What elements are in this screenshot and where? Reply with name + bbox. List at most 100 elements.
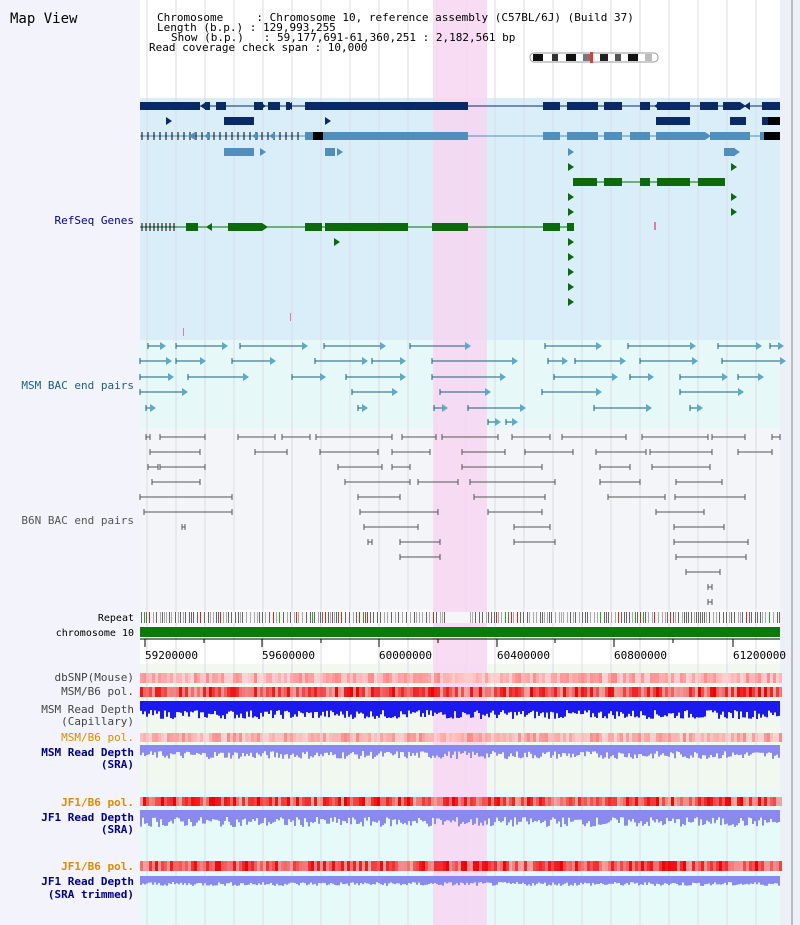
heat-cell	[461, 733, 464, 742]
msm-b6-pol-label-2: MSM/B6 pol.	[61, 731, 134, 744]
depth-bar	[410, 810, 412, 826]
heat-cell	[641, 861, 644, 871]
heat-cell	[167, 673, 170, 683]
heat-cell	[695, 797, 698, 806]
depth-bar	[666, 810, 668, 818]
heat-cell	[329, 673, 332, 683]
depth-bar	[718, 701, 720, 719]
depth-bar	[398, 701, 400, 718]
heat-cell	[728, 797, 731, 806]
depth-bar	[486, 810, 488, 825]
depth-bar	[298, 876, 300, 886]
strand-arrow	[334, 238, 340, 246]
heat-cell	[656, 733, 659, 742]
heat-cell	[752, 797, 755, 806]
heat-cell	[512, 673, 515, 683]
depth-bar	[208, 745, 210, 759]
repeat-element	[573, 612, 574, 623]
heat-cell	[542, 687, 545, 697]
chromosome-bar[interactable]	[140, 627, 780, 637]
heat-cell	[164, 797, 167, 806]
depth-bar	[408, 701, 410, 711]
depth-bar	[288, 810, 290, 820]
depth-bar	[570, 745, 572, 758]
depth-bar	[492, 876, 494, 886]
repeat-element	[387, 612, 388, 623]
depth-bar	[182, 876, 184, 885]
depth-bar	[432, 810, 434, 818]
repeat-element	[654, 612, 655, 623]
heat-cell	[500, 797, 503, 806]
msm-bac-track[interactable]	[139, 342, 786, 426]
heat-cell	[572, 797, 575, 806]
repeat-element	[738, 612, 739, 623]
depth-bar	[632, 876, 634, 883]
depth-bar	[756, 745, 758, 753]
depth-bar	[538, 810, 540, 821]
heat-cell	[476, 861, 479, 871]
heat-cell	[140, 861, 143, 871]
repeat-track[interactable]	[141, 612, 780, 623]
depth-bar	[618, 876, 620, 883]
heat-cell	[389, 673, 392, 683]
depth-bar	[314, 701, 316, 713]
strand-arrow	[612, 373, 618, 381]
depth-bar	[460, 745, 462, 754]
heat-cell	[359, 687, 362, 697]
heat-cell	[731, 687, 734, 697]
repeat-element	[594, 612, 595, 623]
depth-bar	[256, 745, 258, 753]
repeat-element	[269, 612, 270, 623]
repeat-element	[276, 612, 277, 623]
depth-bar	[384, 745, 386, 753]
strand-arrow	[262, 223, 268, 231]
heat-cell	[146, 797, 149, 806]
depth-bar	[236, 745, 238, 753]
refseq-genes-track[interactable]	[140, 102, 780, 336]
depth-bar	[400, 745, 402, 753]
heat-cell	[767, 861, 770, 871]
highlight-region[interactable]	[433, 0, 487, 925]
heat-cell	[560, 687, 563, 697]
heat-cell	[278, 797, 281, 806]
depth-bar	[756, 701, 758, 719]
depth-bar	[560, 876, 562, 886]
depth-bar	[480, 876, 482, 883]
depth-bar	[376, 876, 378, 883]
heat-cell	[713, 687, 716, 697]
heat-cell	[263, 687, 266, 697]
depth-bar	[774, 745, 776, 756]
strand-arrow	[648, 373, 654, 381]
depth-bar	[326, 745, 328, 753]
depth-bar	[196, 810, 198, 823]
heat-cell	[386, 797, 389, 806]
chromosome-ideogram[interactable]	[529, 52, 659, 63]
repeat-element	[547, 612, 548, 623]
depth-bar	[732, 701, 734, 719]
repeat-element	[345, 612, 346, 623]
depth-bar	[370, 701, 372, 712]
heat-cell	[191, 687, 194, 697]
repeat-element	[505, 612, 506, 623]
heat-cell	[329, 733, 332, 742]
heat-cell	[401, 797, 404, 806]
heat-cell	[350, 687, 353, 697]
heat-cell	[623, 673, 626, 683]
quantitative-tracks[interactable]	[140, 673, 782, 886]
depth-bar	[478, 745, 480, 757]
heat-cell	[344, 673, 347, 683]
depth-bar	[538, 745, 540, 759]
strand-arrow	[690, 342, 696, 350]
depth-bar	[376, 745, 378, 756]
heat-cell	[605, 733, 608, 742]
depth-bar	[690, 810, 692, 823]
depth-bar	[714, 745, 716, 757]
depth-bar	[530, 701, 532, 713]
depth-bar	[340, 701, 342, 712]
depth-bar	[632, 701, 634, 711]
heat-cell	[434, 733, 437, 742]
depth-bar	[516, 810, 518, 825]
depth-bar	[448, 810, 450, 821]
heat-cell	[428, 733, 431, 742]
b6n-bac-track[interactable]	[139, 434, 781, 605]
